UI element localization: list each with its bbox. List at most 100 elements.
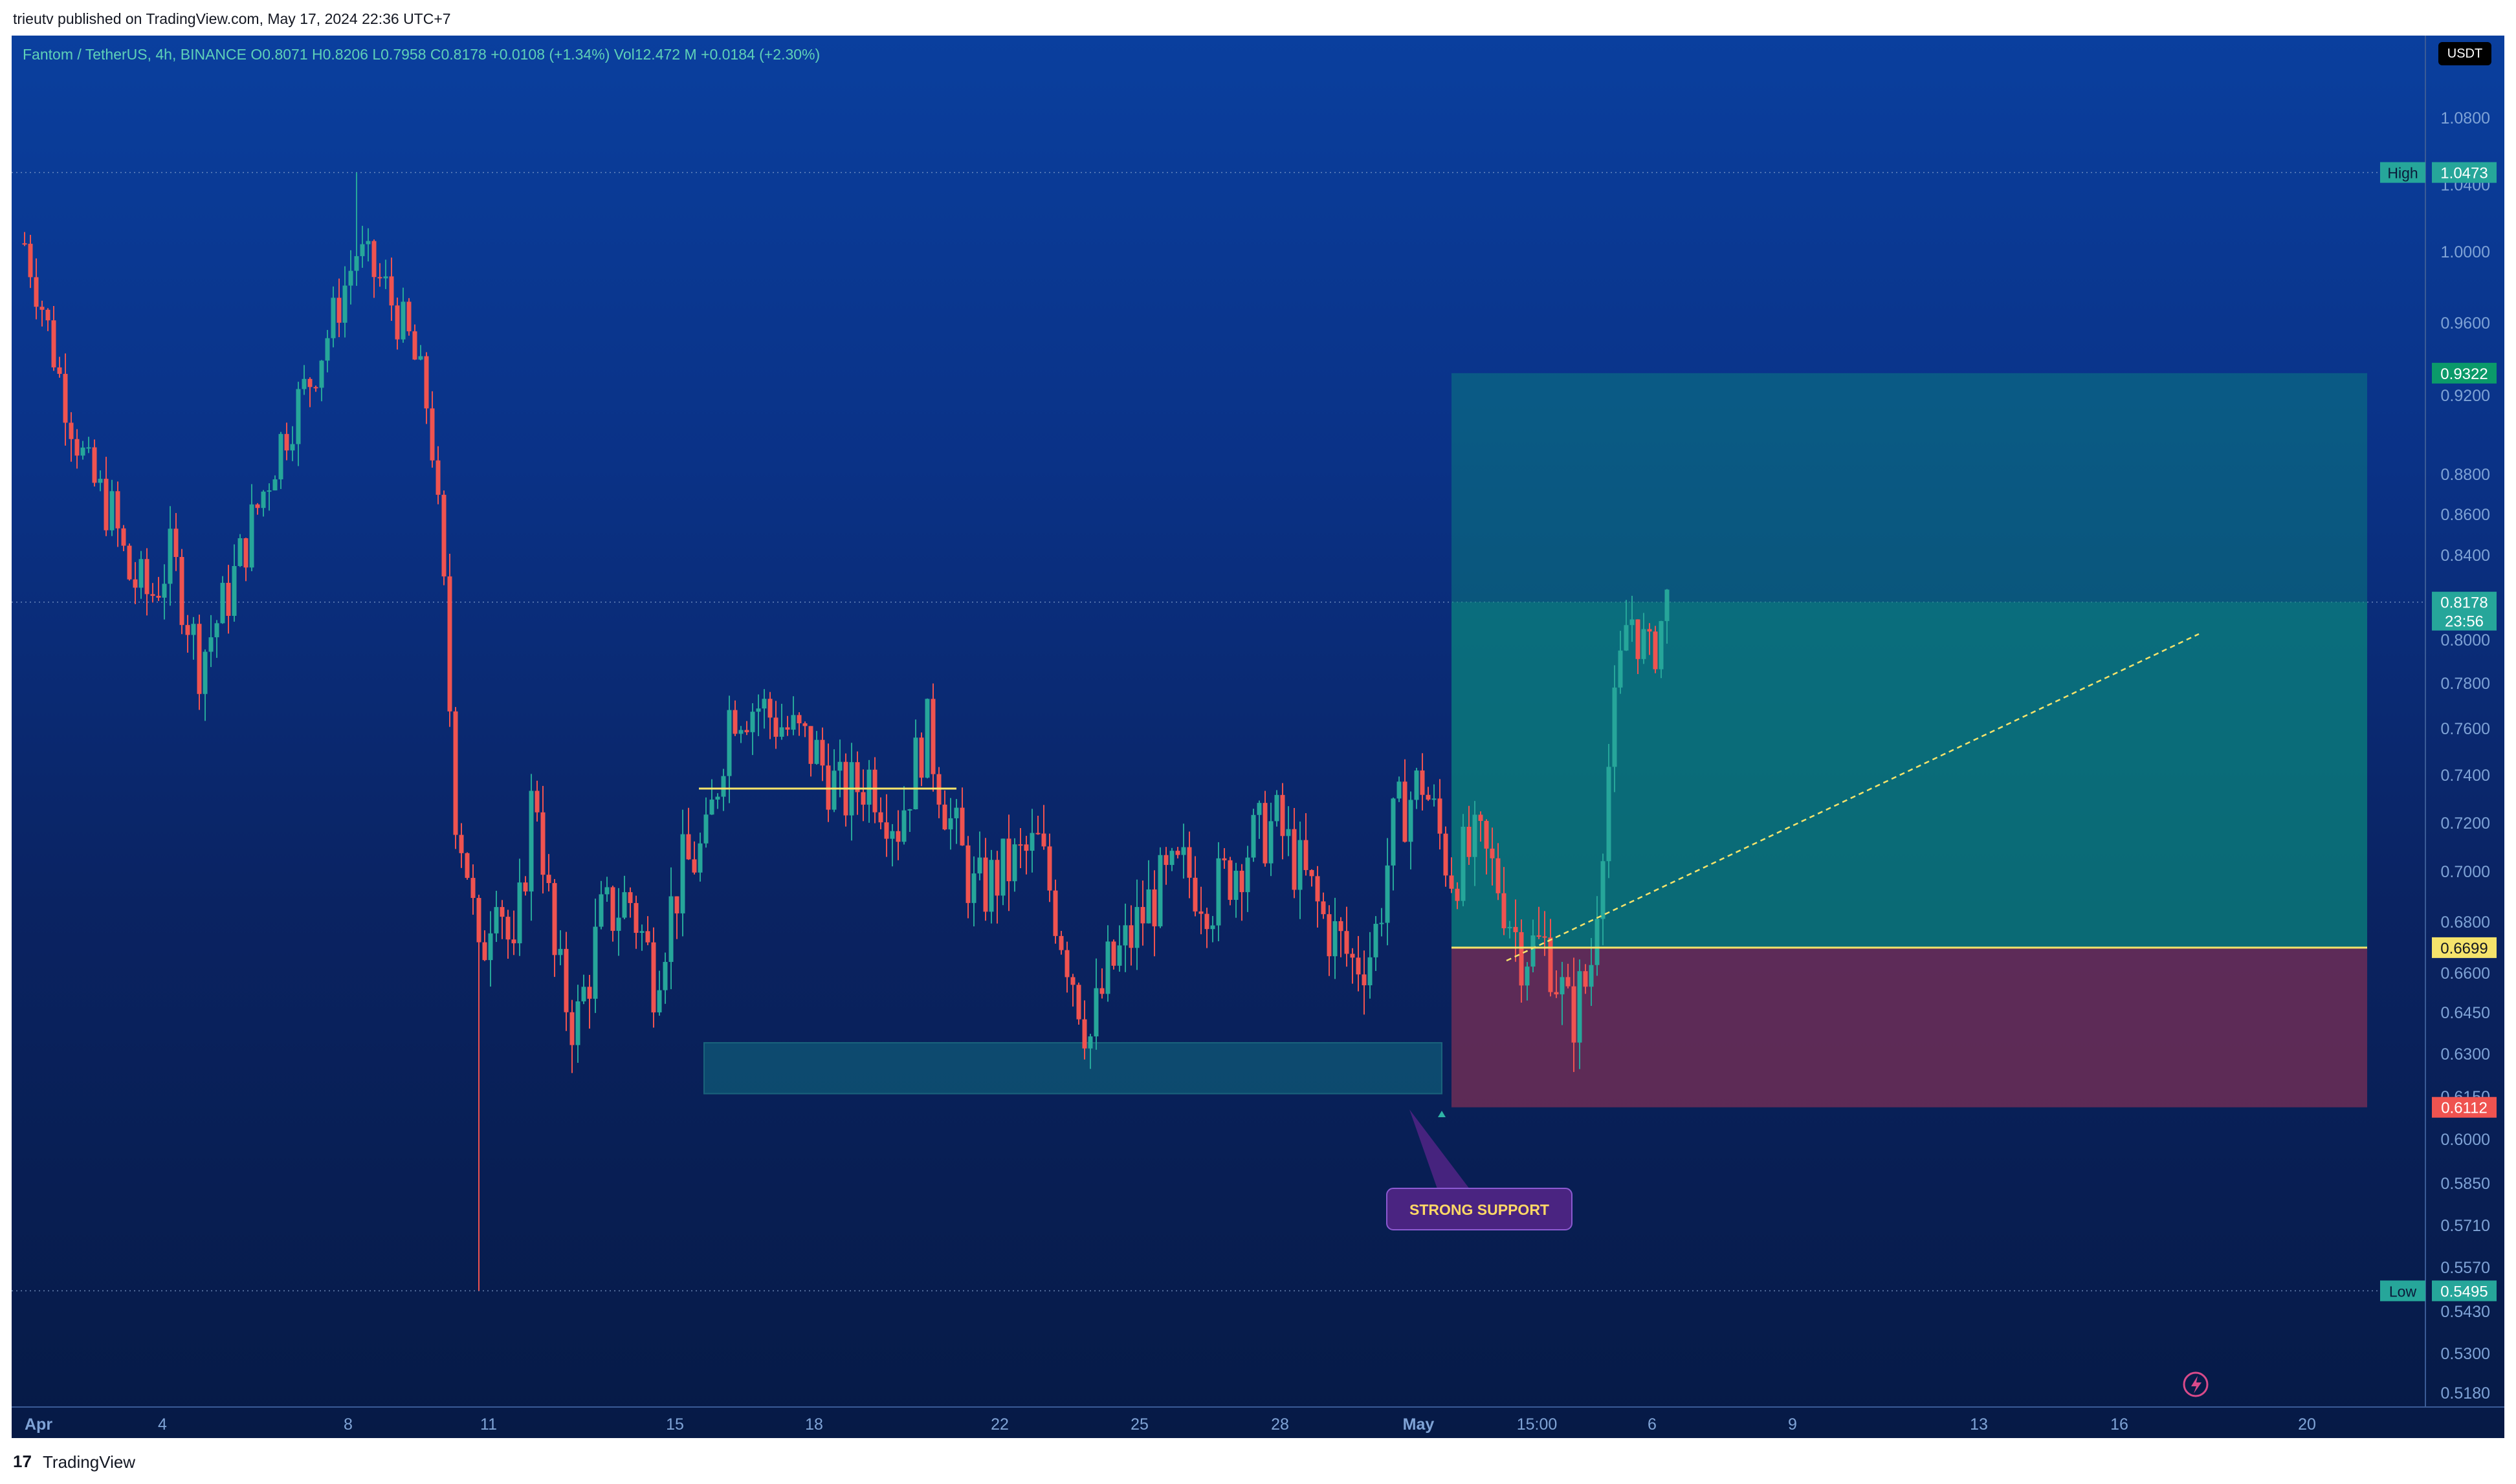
- candle: [383, 259, 388, 289]
- candle-body: [896, 831, 901, 842]
- candle-body: [1070, 977, 1076, 985]
- candle-body: [826, 765, 831, 810]
- time-tick: 25: [1131, 1415, 1149, 1434]
- candle-body: [1268, 821, 1274, 864]
- candle-body: [377, 277, 382, 279]
- currency-badge[interactable]: USDT: [2438, 42, 2491, 65]
- candle-body: [1297, 840, 1303, 890]
- candle-body: [1041, 833, 1046, 847]
- candle-body: [1035, 833, 1041, 835]
- candle-body: [34, 277, 39, 307]
- price-tick: 0.6600: [2441, 965, 2490, 983]
- candle: [1571, 957, 1576, 1073]
- candle-body: [1169, 851, 1175, 866]
- candle-body: [657, 990, 662, 1012]
- candle: [791, 696, 796, 736]
- candle-body: [1519, 932, 1524, 986]
- candle-body: [1146, 889, 1151, 924]
- candle-body: [733, 710, 738, 734]
- price-label-value: 0.9322: [2440, 366, 2488, 383]
- candle: [453, 706, 458, 849]
- candle: [989, 849, 994, 924]
- candle-body: [1507, 926, 1512, 928]
- price-tick: 0.5570: [2441, 1259, 2490, 1277]
- candle-body: [628, 892, 633, 903]
- candle-body: [634, 902, 639, 933]
- candle-body: [1612, 687, 1617, 767]
- candle: [197, 615, 202, 710]
- candle-body: [115, 491, 120, 529]
- candle-body: [453, 711, 458, 835]
- candle: [1169, 847, 1175, 871]
- candle: [1554, 970, 1559, 998]
- candle: [1000, 838, 1006, 906]
- candle-body: [901, 810, 907, 842]
- candle: [470, 864, 476, 915]
- candle: [1082, 1000, 1087, 1060]
- candle-body: [575, 1001, 580, 1045]
- candle: [1455, 882, 1460, 910]
- price-label-countdown: 23:56: [2445, 613, 2484, 631]
- candle: [115, 481, 120, 547]
- candle-body: [1140, 907, 1145, 924]
- candle: [1653, 626, 1658, 673]
- candle-body: [28, 243, 33, 278]
- candle: [1525, 962, 1530, 1001]
- candle-body: [581, 987, 586, 1001]
- candle: [896, 810, 901, 860]
- candle: [272, 475, 278, 491]
- candle: [168, 506, 173, 606]
- candle-body: [540, 812, 546, 875]
- candle-body: [441, 494, 447, 577]
- candle-body: [319, 360, 324, 388]
- candle: [1070, 974, 1076, 1007]
- candle-body: [1228, 860, 1233, 900]
- candle: [1216, 842, 1221, 941]
- candle-body: [371, 241, 377, 278]
- candle-body: [354, 256, 359, 271]
- candle: [389, 257, 394, 322]
- candle: [232, 544, 237, 622]
- candle: [505, 910, 511, 959]
- candle-body: [360, 244, 365, 256]
- candle: [57, 356, 62, 378]
- candle-body: [109, 491, 115, 530]
- candle: [1251, 809, 1256, 862]
- candle: [1035, 815, 1041, 835]
- price-guides: [12, 171, 2425, 1292]
- candle-body: [1187, 847, 1192, 878]
- candle: [1495, 843, 1501, 900]
- footer: 17 TradingView: [0, 1438, 2516, 1484]
- candle-body: [1274, 794, 1279, 822]
- candle: [80, 441, 85, 460]
- candlestick-chart[interactable]: STRONG SUPPORT 1.08001.04001.00000.96000…: [12, 36, 2504, 1438]
- candle: [820, 727, 825, 781]
- candle-body: [302, 378, 307, 389]
- candle: [226, 565, 231, 634]
- price-label-tag-text: High: [2387, 165, 2418, 182]
- candle: [360, 226, 365, 268]
- candle-body: [127, 545, 132, 580]
- candle: [1350, 948, 1355, 984]
- candle-body: [1414, 770, 1419, 800]
- candle: [412, 324, 417, 360]
- candle-body: [133, 579, 138, 588]
- candle: [98, 470, 103, 492]
- candle-body: [447, 576, 452, 712]
- candle: [814, 730, 819, 765]
- candle-body: [1484, 821, 1489, 849]
- candle: [1396, 776, 1402, 802]
- candle-body: [51, 320, 56, 367]
- candle-body: [1018, 844, 1023, 846]
- candle: [797, 712, 802, 736]
- candle-body: [92, 447, 97, 483]
- chart-area[interactable]: STRONG SUPPORT 1.0800 1.0400 1.0000 0.9600 0…: [12, 36, 2504, 1438]
- candle: [832, 749, 837, 813]
- price-tick: 0.5300: [2441, 1345, 2490, 1363]
- candle: [249, 484, 254, 571]
- candle: [69, 412, 74, 462]
- candle-body: [1664, 589, 1670, 622]
- candle-body: [727, 710, 732, 776]
- candle: [34, 258, 39, 320]
- candle: [500, 900, 505, 939]
